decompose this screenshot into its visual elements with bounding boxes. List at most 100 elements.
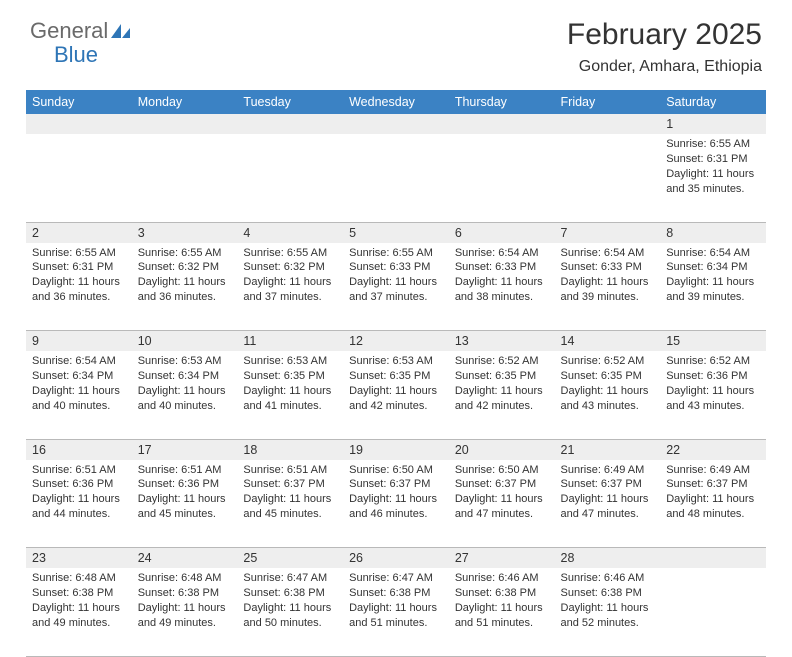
day-cell: Sunrise: 6:55 AMSunset: 6:33 PMDaylight:… [343, 243, 449, 331]
day-cell: Sunrise: 6:53 AMSunset: 6:34 PMDaylight:… [132, 351, 238, 439]
day-cell-body: Sunrise: 6:51 AMSunset: 6:36 PMDaylight:… [26, 460, 132, 528]
day-number: 26 [343, 548, 449, 569]
sunrise-text: Sunrise: 6:52 AM [666, 354, 760, 369]
day-cell-body: Sunrise: 6:52 AMSunset: 6:36 PMDaylight:… [660, 351, 766, 419]
weekday-header: Monday [132, 90, 238, 114]
weekday-header: Saturday [660, 90, 766, 114]
day-cell-body: Sunrise: 6:54 AMSunset: 6:34 PMDaylight:… [26, 351, 132, 419]
sunset-text: Sunset: 6:36 PM [666, 369, 760, 384]
sunset-text: Sunset: 6:37 PM [243, 477, 337, 492]
day-cell: Sunrise: 6:48 AMSunset: 6:38 PMDaylight:… [132, 568, 238, 656]
day-cell-body: Sunrise: 6:54 AMSunset: 6:33 PMDaylight:… [449, 243, 555, 311]
day-cell-body: Sunrise: 6:53 AMSunset: 6:35 PMDaylight:… [343, 351, 449, 419]
day-number: 19 [343, 439, 449, 460]
sunrise-text: Sunrise: 6:54 AM [32, 354, 126, 369]
sunset-text: Sunset: 6:35 PM [561, 369, 655, 384]
day-number-row: 16171819202122 [26, 439, 766, 460]
day-number [343, 114, 449, 134]
weekday-header: Thursday [449, 90, 555, 114]
day-number: 9 [26, 331, 132, 352]
day-number [449, 114, 555, 134]
daylight-text: Daylight: 11 hours and 45 minutes. [243, 492, 337, 522]
location: Gonder, Amhara, Ethiopia [567, 58, 762, 76]
day-number: 11 [237, 331, 343, 352]
day-number: 28 [555, 548, 661, 569]
day-cell-body: Sunrise: 6:46 AMSunset: 6:38 PMDaylight:… [555, 568, 661, 636]
sunset-text: Sunset: 6:31 PM [666, 152, 760, 167]
sunset-text: Sunset: 6:31 PM [32, 260, 126, 275]
week-row: Sunrise: 6:48 AMSunset: 6:38 PMDaylight:… [26, 568, 766, 656]
daylight-text: Daylight: 11 hours and 40 minutes. [32, 384, 126, 414]
daylight-text: Daylight: 11 hours and 37 minutes. [349, 275, 443, 305]
daylight-text: Daylight: 11 hours and 42 minutes. [455, 384, 549, 414]
sunset-text: Sunset: 6:38 PM [561, 586, 655, 601]
daylight-text: Daylight: 11 hours and 38 minutes. [455, 275, 549, 305]
day-cell-body: Sunrise: 6:52 AMSunset: 6:35 PMDaylight:… [555, 351, 661, 419]
day-cell-body: Sunrise: 6:55 AMSunset: 6:31 PMDaylight:… [26, 243, 132, 311]
day-cell: Sunrise: 6:50 AMSunset: 6:37 PMDaylight:… [449, 460, 555, 548]
day-number: 4 [237, 222, 343, 243]
daylight-text: Daylight: 11 hours and 43 minutes. [561, 384, 655, 414]
day-cell-body: Sunrise: 6:47 AMSunset: 6:38 PMDaylight:… [343, 568, 449, 636]
sunrise-text: Sunrise: 6:55 AM [666, 137, 760, 152]
day-cell: Sunrise: 6:49 AMSunset: 6:37 PMDaylight:… [660, 460, 766, 548]
week-row: Sunrise: 6:54 AMSunset: 6:34 PMDaylight:… [26, 351, 766, 439]
daylight-text: Daylight: 11 hours and 51 minutes. [455, 601, 549, 631]
day-cell: Sunrise: 6:54 AMSunset: 6:34 PMDaylight:… [660, 243, 766, 331]
day-cell: Sunrise: 6:53 AMSunset: 6:35 PMDaylight:… [343, 351, 449, 439]
sunrise-text: Sunrise: 6:52 AM [561, 354, 655, 369]
daylight-text: Daylight: 11 hours and 42 minutes. [349, 384, 443, 414]
sunrise-text: Sunrise: 6:53 AM [138, 354, 232, 369]
day-number: 17 [132, 439, 238, 460]
day-number: 12 [343, 331, 449, 352]
day-cell: Sunrise: 6:51 AMSunset: 6:37 PMDaylight:… [237, 460, 343, 548]
daylight-text: Daylight: 11 hours and 46 minutes. [349, 492, 443, 522]
day-cell: Sunrise: 6:55 AMSunset: 6:32 PMDaylight:… [132, 243, 238, 331]
day-number: 6 [449, 222, 555, 243]
day-cell-body: Sunrise: 6:54 AMSunset: 6:34 PMDaylight:… [660, 243, 766, 311]
day-cell-body: Sunrise: 6:46 AMSunset: 6:38 PMDaylight:… [449, 568, 555, 636]
day-cell: Sunrise: 6:51 AMSunset: 6:36 PMDaylight:… [132, 460, 238, 548]
sunset-text: Sunset: 6:36 PM [32, 477, 126, 492]
day-cell-body: Sunrise: 6:55 AMSunset: 6:33 PMDaylight:… [343, 243, 449, 311]
daylight-text: Daylight: 11 hours and 44 minutes. [32, 492, 126, 522]
day-number: 7 [555, 222, 661, 243]
brand-word1: General [30, 18, 108, 44]
day-cell: Sunrise: 6:55 AMSunset: 6:32 PMDaylight:… [237, 243, 343, 331]
day-cell-body: Sunrise: 6:55 AMSunset: 6:31 PMDaylight:… [660, 134, 766, 202]
sunset-text: Sunset: 6:37 PM [349, 477, 443, 492]
day-cell-body: Sunrise: 6:55 AMSunset: 6:32 PMDaylight:… [237, 243, 343, 311]
daylight-text: Daylight: 11 hours and 47 minutes. [455, 492, 549, 522]
daylight-text: Daylight: 11 hours and 37 minutes. [243, 275, 337, 305]
sunset-text: Sunset: 6:33 PM [349, 260, 443, 275]
daylight-text: Daylight: 11 hours and 48 minutes. [666, 492, 760, 522]
sunset-text: Sunset: 6:38 PM [243, 586, 337, 601]
sunrise-text: Sunrise: 6:55 AM [243, 246, 337, 261]
day-cell-body: Sunrise: 6:48 AMSunset: 6:38 PMDaylight:… [26, 568, 132, 636]
daylight-text: Daylight: 11 hours and 43 minutes. [666, 384, 760, 414]
day-number: 14 [555, 331, 661, 352]
sunrise-text: Sunrise: 6:51 AM [138, 463, 232, 478]
day-number-row: 9101112131415 [26, 331, 766, 352]
day-number: 15 [660, 331, 766, 352]
day-cell: Sunrise: 6:47 AMSunset: 6:38 PMDaylight:… [237, 568, 343, 656]
day-cell: Sunrise: 6:55 AMSunset: 6:31 PMDaylight:… [660, 134, 766, 222]
sunset-text: Sunset: 6:38 PM [349, 586, 443, 601]
sunset-text: Sunset: 6:38 PM [455, 586, 549, 601]
day-number: 24 [132, 548, 238, 569]
sunrise-text: Sunrise: 6:51 AM [32, 463, 126, 478]
day-number [555, 114, 661, 134]
sunrise-text: Sunrise: 6:48 AM [32, 571, 126, 586]
daylight-text: Daylight: 11 hours and 50 minutes. [243, 601, 337, 631]
weekday-header: Tuesday [237, 90, 343, 114]
day-cell [449, 134, 555, 222]
day-cell: Sunrise: 6:46 AMSunset: 6:38 PMDaylight:… [449, 568, 555, 656]
week-row: Sunrise: 6:51 AMSunset: 6:36 PMDaylight:… [26, 460, 766, 548]
day-cell: Sunrise: 6:55 AMSunset: 6:31 PMDaylight:… [26, 243, 132, 331]
day-cell-body: Sunrise: 6:49 AMSunset: 6:37 PMDaylight:… [660, 460, 766, 528]
day-cell [555, 134, 661, 222]
sunrise-text: Sunrise: 6:47 AM [349, 571, 443, 586]
sunrise-text: Sunrise: 6:55 AM [32, 246, 126, 261]
day-number: 20 [449, 439, 555, 460]
sunrise-text: Sunrise: 6:47 AM [243, 571, 337, 586]
